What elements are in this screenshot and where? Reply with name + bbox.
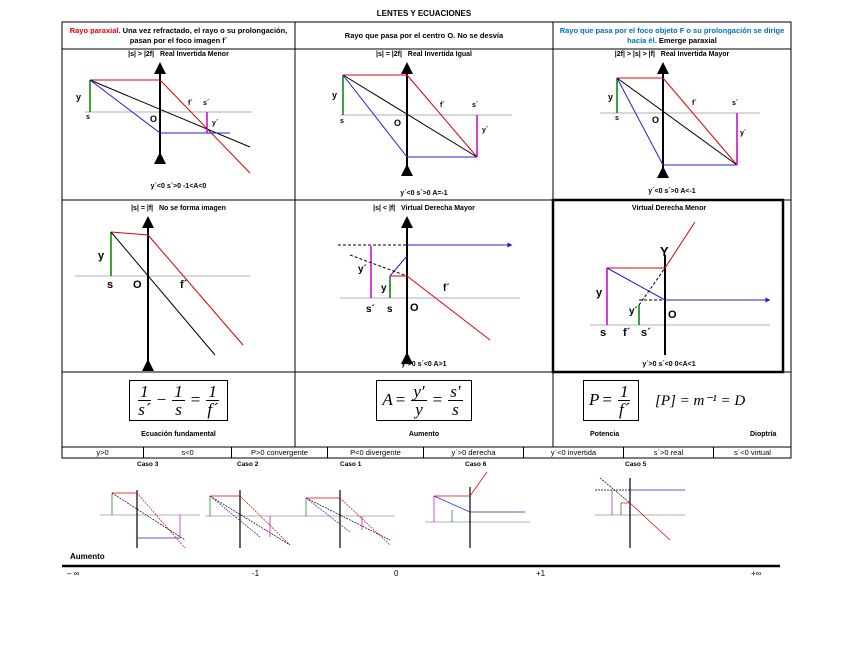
label-o: O	[133, 279, 142, 291]
cell1-result: y´<0 s´>0 -1<A<0	[150, 183, 207, 190]
diagram-case-1	[85, 62, 252, 174]
label-y: y	[608, 92, 614, 102]
label-o: O	[394, 118, 402, 128]
thumb-caso-2	[205, 490, 300, 548]
diagram-case-5	[338, 216, 520, 364]
header-col2: Rayo que pasa por el centro O. No se des…	[344, 31, 504, 40]
thumb-caso-1	[300, 490, 395, 548]
caso-label: Caso 6	[465, 461, 487, 468]
caso-label: Caso 1	[340, 461, 362, 468]
label-s: s	[387, 304, 393, 315]
label-y-prime: y´	[740, 130, 747, 137]
cell5-result: y´>0 s´<0 A>1	[401, 361, 447, 368]
label-s-prime: s´	[641, 327, 651, 339]
cell2-caption: |s| = |2f| Real Invertida Igual	[376, 51, 472, 58]
label-f: f´	[443, 283, 450, 294]
caso-label: Caso 3	[137, 461, 159, 468]
header-col3: Rayo que pasa por el foco objeto F o su …	[559, 26, 785, 45]
label-o: O	[668, 309, 677, 321]
thumb-caso-5	[595, 477, 685, 548]
sign-cell: s´>0 real	[624, 447, 714, 458]
cell6-result: y´>0 s´<0 0<A<1	[642, 361, 696, 368]
label-f: f´	[188, 100, 193, 107]
label-s: s	[107, 279, 114, 291]
cell2-result: y´<0 s´>0 A=-1	[400, 190, 448, 197]
label-y-prime: y´	[358, 264, 367, 275]
caso-label: Caso 5	[625, 461, 647, 468]
label-f: f´	[623, 327, 631, 339]
diagram-case-6	[590, 221, 771, 355]
sign-cell: y´>0 derecha	[424, 447, 524, 458]
label-y: y	[98, 250, 105, 262]
axis-label: Aumento	[70, 552, 105, 561]
axis-tick-pos-inf: +∞	[751, 569, 762, 578]
label-s-prime: s´	[203, 100, 210, 107]
label-y: y	[381, 283, 387, 294]
label-f: f´	[440, 102, 445, 109]
aumento-caption: Aumento	[408, 431, 440, 438]
sign-cell: s´<0 virtual	[734, 448, 771, 457]
page-title: LENTES Y ECUACIONES	[376, 9, 472, 18]
sign-cell: y>0	[62, 447, 144, 458]
label-s-prime: s´	[732, 100, 739, 107]
label-o: O	[150, 114, 158, 124]
label-f: f´	[180, 279, 188, 291]
potencia-caption: Potencia	[590, 431, 620, 438]
label-y-prime: y´	[482, 127, 489, 134]
label-y: y	[76, 92, 82, 102]
cell3-caption: |2f| > |s| > |f| Real Invertida Mayor	[614, 51, 730, 58]
label-y-prime: y´	[629, 306, 638, 317]
caso-label: Caso 2	[237, 461, 259, 468]
label-o: O	[652, 115, 660, 125]
sign-cell: P<0 divergente	[328, 447, 424, 458]
lens-equation: 1 s´ − 1 s = 1 f´	[64, 374, 293, 426]
label-capital-y: Y	[660, 244, 669, 259]
header-col1: Rayo paraxial. Una vez refractado, el ra…	[69, 26, 288, 45]
axis-tick-neg-inf: – ∞	[67, 569, 80, 578]
label-s-prime: s´	[472, 102, 479, 109]
sign-cell: y´<0 invertida	[524, 447, 624, 458]
cell1-caption: |s| > |2f| Real Invertida Menor	[128, 51, 229, 58]
power-unit: [P] = m⁻¹ = D	[655, 392, 746, 409]
diagram-case-2	[340, 62, 512, 176]
axis-tick-minus-one: -1	[252, 569, 260, 578]
label-o: O	[410, 302, 419, 314]
axis-tick-plus-one: +1	[536, 569, 546, 578]
sign-cell: P>0 convergente	[232, 447, 328, 458]
cell6-caption: Virtual Derecha Menor	[631, 205, 707, 212]
cell4-caption: |s| = |f| No se forma imagen	[131, 205, 226, 212]
label-y-prime: y´	[212, 120, 219, 127]
label-s: s	[600, 327, 607, 339]
label-s: s	[86, 114, 90, 121]
label-f: f´	[692, 100, 697, 107]
magnification-equation: A = y′ y = s′ s	[297, 374, 551, 426]
axis-tick-zero: 0	[394, 569, 399, 578]
label-s: s	[615, 115, 619, 122]
label-s-prime: s´	[366, 304, 375, 315]
label-s: s	[340, 118, 344, 125]
diagram-case-3	[600, 62, 760, 178]
fundamental-caption: Ecuación fundamental	[141, 431, 216, 438]
thumb-caso-6	[425, 471, 530, 548]
label-y: y	[596, 287, 603, 299]
dioptria-caption: Dioptría	[750, 431, 777, 438]
cell3-result: y´<0 s´>0 A<-1	[648, 188, 696, 195]
sign-cell: s<0	[144, 447, 232, 458]
label-y: y	[332, 90, 338, 100]
thumb-caso-3	[100, 490, 200, 549]
diagram-case-4	[75, 216, 250, 371]
cell5-caption: |s| < |f| Virtual Derecha Mayor	[373, 205, 475, 212]
power-equation: P = 1 f´	[583, 374, 640, 426]
